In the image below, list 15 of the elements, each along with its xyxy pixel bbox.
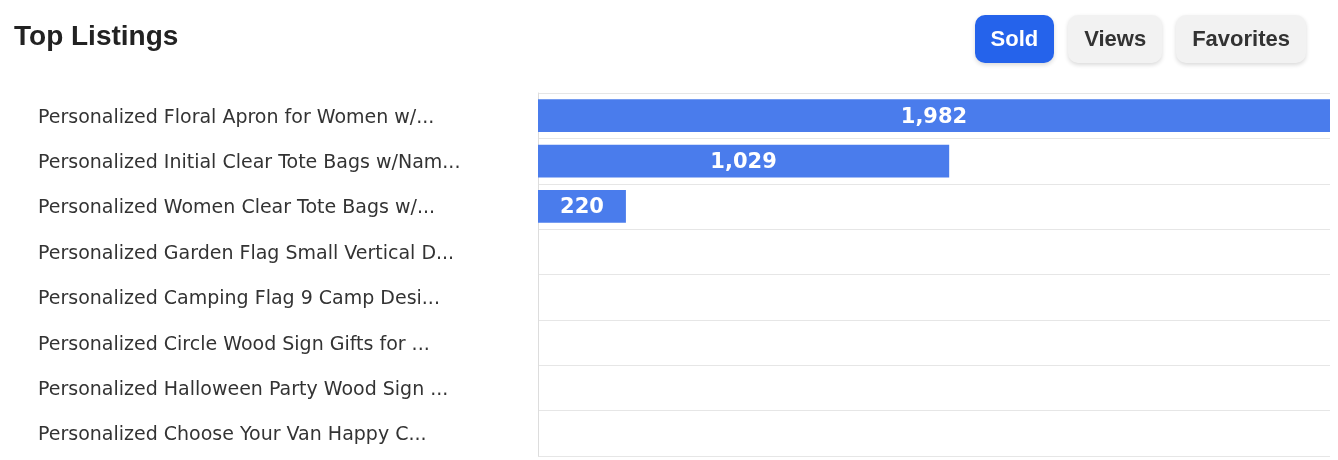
tab-button[interactable]: Views bbox=[1068, 15, 1163, 63]
data-label: 220 bbox=[560, 194, 604, 219]
y-tick-label: Personalized Halloween Party Wood Sign ... bbox=[38, 376, 449, 399]
tab-button[interactable]: Favorites bbox=[1176, 15, 1306, 63]
y-tick-label: Personalized Camping Flag 9 Camp Desi... bbox=[38, 286, 440, 309]
y-tick-label: Personalized Women Clear Tote Bags w/... bbox=[38, 195, 436, 218]
tab-button[interactable]: Sold bbox=[974, 15, 1055, 63]
y-tick-label: Personalized Initial Clear Tote Bags w/Nam... bbox=[38, 150, 461, 173]
y-tick-label: Personalized Choose Your Van Happy C... bbox=[38, 422, 427, 445]
y-tick-label: Personalized Circle Wood Sign Gifts for ... bbox=[38, 331, 430, 354]
data-label: 1,982 bbox=[900, 103, 968, 128]
data-label: 1,029 bbox=[710, 149, 777, 174]
text: Top Listings bbox=[14, 20, 179, 52]
y-tick-label: Personalized Garden Flag Small Vertical D... bbox=[38, 240, 455, 263]
y-tick-label: Personalized Floral Apron for Women w/... bbox=[38, 104, 435, 127]
